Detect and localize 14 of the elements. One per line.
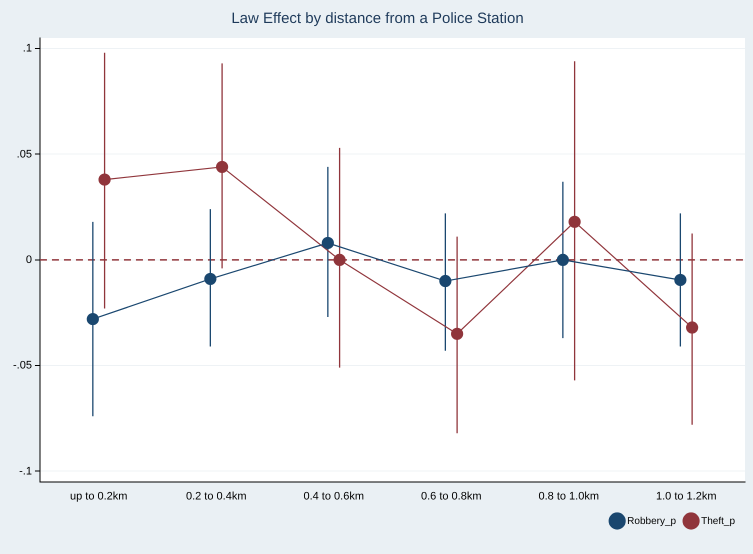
x-tick-label: 0.2 to 0.4km bbox=[186, 490, 246, 502]
x-tick-label: 0.6 to 0.8km bbox=[420, 490, 482, 502]
y-tick-label: .05 bbox=[16, 148, 32, 160]
y-tick-label: 0 bbox=[26, 254, 32, 266]
x-tick-label: 1.0 to 1.2km bbox=[656, 490, 717, 502]
x-tick-label: 0.4 to 0.6km bbox=[303, 490, 364, 502]
y-tick-label: -.1 bbox=[19, 465, 32, 478]
y-tick-label: -.05 bbox=[12, 360, 32, 372]
x-tick-label: 0.8 to 1.0km bbox=[538, 490, 600, 502]
legend-label: Theft_p bbox=[701, 516, 736, 527]
legend-label: Robbery_p bbox=[627, 516, 677, 527]
y-tick-label: .1 bbox=[22, 42, 32, 55]
x-tick-label: up to 0.2km bbox=[70, 490, 128, 502]
chart-title: Law Effect by distance from a Police Station bbox=[231, 10, 524, 28]
